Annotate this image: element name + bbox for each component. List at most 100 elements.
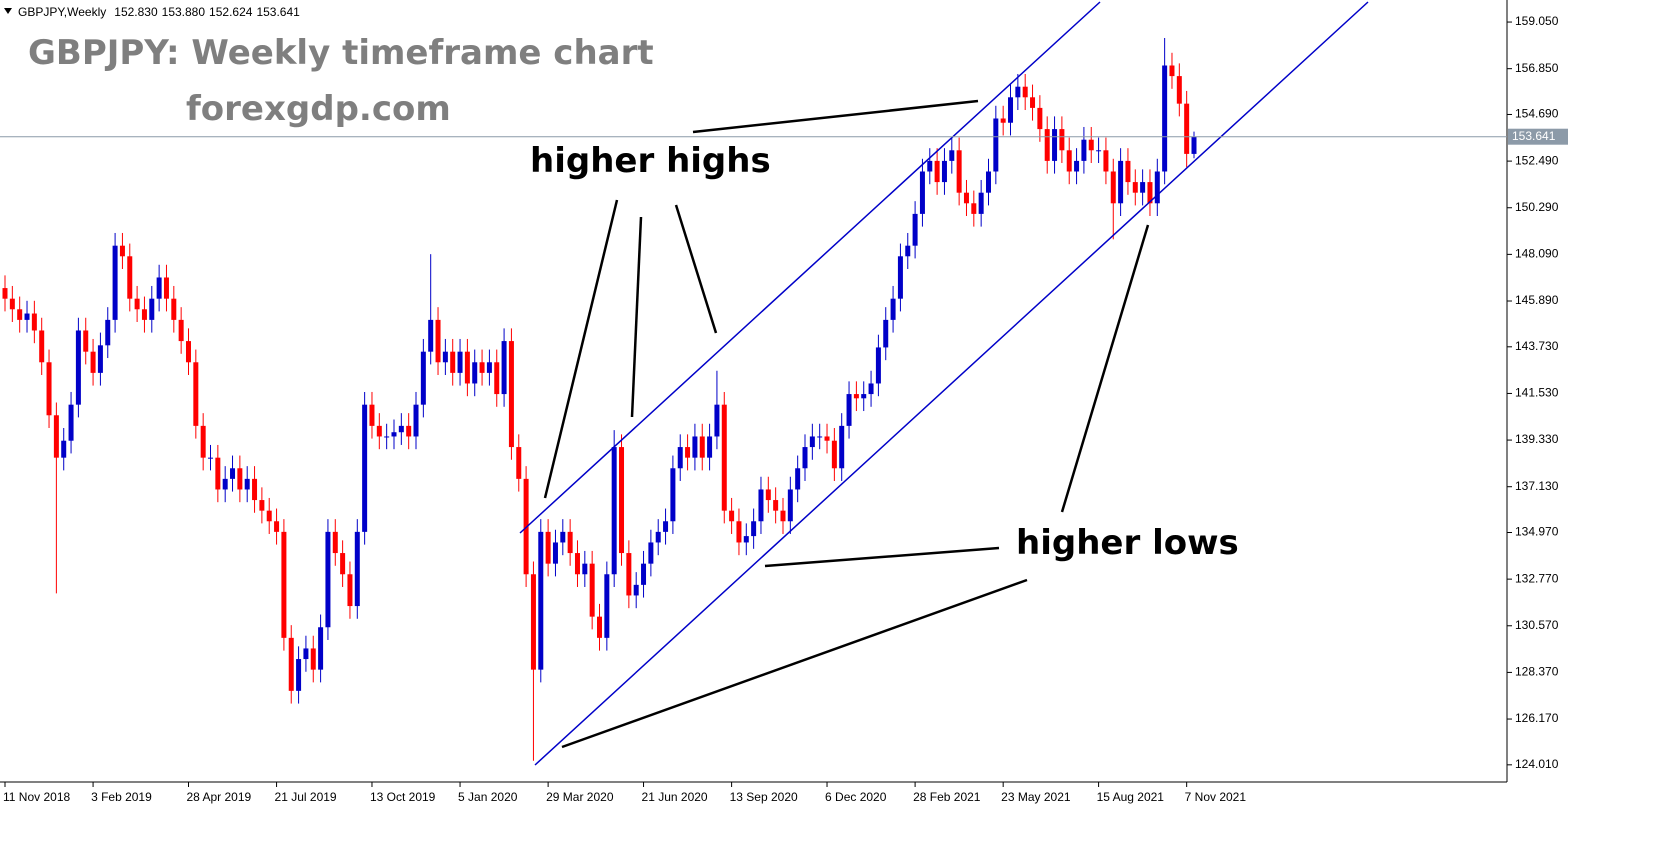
y-tick-label: 130.570 [1515, 618, 1559, 632]
candle-body [259, 500, 265, 511]
candle-body [413, 404, 419, 437]
candle-body [626, 553, 632, 596]
candle-body [707, 436, 713, 458]
candle-body [105, 319, 111, 346]
candle-body [325, 531, 331, 628]
pointer-line [692, 99, 979, 134]
candle-body [75, 330, 81, 405]
candle-body [552, 542, 558, 564]
pointer-line [630, 216, 643, 418]
candle-body [391, 432, 397, 437]
candle-body [442, 351, 448, 363]
y-tick-label: 124.010 [1515, 757, 1559, 771]
candle-body [406, 425, 412, 437]
y-tick-label: 156.850 [1515, 61, 1559, 75]
candle-body [905, 245, 911, 257]
candle-body [868, 383, 874, 395]
candle-body [281, 531, 287, 638]
chart-header: GBPJPY,Weekly 152.830 153.880 152.624 153.64… [18, 5, 300, 19]
candle-body [765, 489, 771, 501]
x-tick-label: 11 Nov 2018 [3, 790, 70, 804]
candle-body [376, 425, 382, 437]
annotation: higher lows [1016, 523, 1239, 563]
candle-body [347, 574, 353, 607]
candle-body [244, 478, 250, 490]
candle-body [193, 362, 199, 426]
header-open: 152.830 [114, 5, 158, 19]
candle-body [1184, 103, 1190, 154]
candle-body [230, 468, 236, 479]
candle-body [1096, 150, 1102, 152]
candle-body [1176, 76, 1182, 104]
candle-body [956, 150, 962, 193]
candle-body [1191, 136, 1197, 154]
y-tick-label: 137.130 [1515, 479, 1559, 493]
candle-body [560, 531, 566, 543]
x-tick-label: 21 Jun 2020 [642, 790, 708, 804]
chart-title: GBPJPY: Weekly timeframe chart [28, 33, 654, 73]
candle-body [362, 404, 368, 532]
candle-body [934, 160, 940, 183]
candle-body [729, 510, 735, 522]
plot-area [2, 37, 1197, 761]
candle-body [1044, 129, 1050, 161]
candle-body [692, 436, 698, 458]
candle-body [1140, 182, 1146, 193]
candle-body [545, 531, 551, 564]
candle-body [178, 319, 184, 342]
candle-body [993, 118, 999, 172]
candle-body [685, 447, 691, 458]
candle-body [501, 341, 507, 395]
candle-body [721, 404, 727, 511]
candle-body [1103, 150, 1109, 172]
candle-body [597, 616, 602, 638]
candle-body [215, 457, 221, 490]
candle-body [787, 489, 793, 522]
candle-body [751, 521, 757, 537]
candle-body [670, 468, 676, 522]
candle-body [861, 394, 867, 399]
pointer-line [674, 204, 718, 334]
candle-body [450, 351, 456, 373]
candle-body [589, 563, 595, 617]
y-tick-label: 152.490 [1515, 153, 1559, 167]
pointer-line [764, 546, 1000, 568]
x-tick-label: 28 Feb 2021 [913, 790, 981, 804]
x-tick-label: 5 Jan 2020 [458, 790, 518, 804]
candle-body [9, 298, 15, 310]
candle-body [567, 531, 573, 554]
candle-body [1132, 182, 1138, 193]
candle-body [369, 404, 375, 426]
candle-body [318, 627, 324, 670]
candle-body [61, 440, 67, 458]
candle-body [985, 171, 991, 193]
candle-body [354, 531, 360, 607]
candle-body [1008, 97, 1014, 123]
x-tick-label: 21 Jul 2019 [275, 790, 337, 804]
candle-body [1147, 182, 1153, 204]
candle-body [1059, 129, 1065, 151]
candle-body [890, 298, 896, 320]
candle-body [486, 362, 492, 373]
y-tick-label: 141.530 [1515, 386, 1559, 400]
candle-body [31, 313, 37, 331]
candle-body [163, 277, 169, 299]
candle-body [963, 192, 969, 204]
y-tick-label: 154.690 [1515, 107, 1559, 121]
candle-body [1000, 118, 1006, 123]
candle-body [912, 213, 918, 246]
candle-body [773, 500, 779, 511]
candle-body [780, 510, 786, 522]
x-tick-label: 23 May 2021 [1001, 790, 1071, 804]
candle-body [663, 521, 669, 532]
candle-body [24, 313, 30, 320]
candle-body [420, 351, 426, 405]
candle-body [1030, 97, 1036, 108]
pointer-line [543, 199, 619, 499]
candle-body [1052, 129, 1058, 161]
candle-body [97, 345, 103, 373]
candle-body [303, 648, 309, 660]
header-menu-arrow[interactable] [4, 8, 12, 14]
candle-body [435, 319, 441, 363]
